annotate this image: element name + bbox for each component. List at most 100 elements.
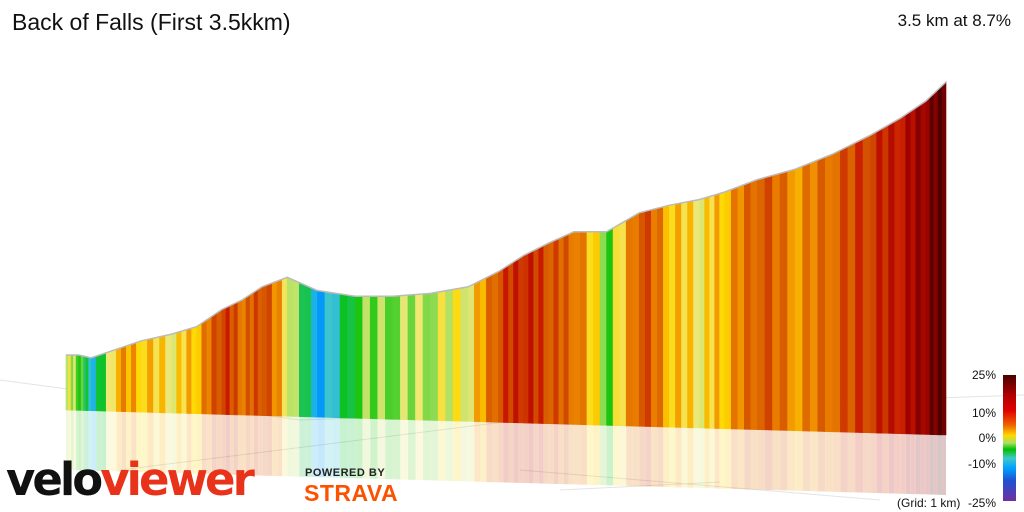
reflection-segment xyxy=(731,428,738,490)
gradient-segment xyxy=(253,288,259,416)
reflection-segment xyxy=(699,428,705,489)
strava-logo[interactable]: STRAVA xyxy=(304,480,399,506)
gradient-segment xyxy=(513,258,519,424)
gradient-segment xyxy=(75,354,79,411)
reflection-segment xyxy=(347,418,356,479)
gradient-segment xyxy=(548,240,555,425)
reflection-segment xyxy=(81,410,84,471)
gradient-segment xyxy=(347,294,356,419)
gradient-segment xyxy=(693,199,700,429)
gradient-segment xyxy=(115,347,122,412)
gradient-segment xyxy=(657,206,664,428)
gradient-segment xyxy=(317,290,326,418)
gradient-segment xyxy=(920,100,927,435)
veloviewer-logo[interactable]: veloviewer xyxy=(6,452,255,508)
gradient-segment xyxy=(126,343,132,413)
gradient-segment xyxy=(900,114,907,435)
gradient-segment xyxy=(131,342,137,413)
reflection-segment xyxy=(757,429,765,490)
legend-label-10: 10% xyxy=(971,406,996,420)
gradient-segment xyxy=(910,107,917,435)
gradient-segment xyxy=(533,247,539,424)
gradient-segment xyxy=(553,238,560,425)
reflection-segment xyxy=(518,422,524,483)
reflection-segment xyxy=(423,420,431,481)
reflection-segment xyxy=(915,434,921,495)
reflection-segment xyxy=(78,410,82,471)
gradient-segment xyxy=(233,301,239,416)
reflection-segment xyxy=(553,423,559,484)
reflection-segment xyxy=(508,422,514,483)
gradient-segment xyxy=(257,286,263,416)
gradient-segment xyxy=(392,295,401,420)
reflection-segment xyxy=(126,411,132,472)
gradient-segment xyxy=(385,295,394,420)
gradient-segment xyxy=(196,322,203,415)
reflection-segment xyxy=(186,413,192,474)
reflection-segment xyxy=(147,412,154,473)
gradient-segment xyxy=(249,291,255,416)
reflection-segment xyxy=(563,424,569,485)
gradient-segment xyxy=(83,355,87,411)
gradient-segment xyxy=(492,271,499,423)
gradient-segment xyxy=(619,219,627,427)
reflection-segment xyxy=(714,428,720,489)
gradient-colorbar xyxy=(1003,375,1016,501)
reflection-segment xyxy=(250,415,255,476)
gradient-segment xyxy=(159,335,166,414)
reflection-segment xyxy=(474,421,481,482)
reflection-segment xyxy=(68,410,72,471)
reflection-segment xyxy=(568,424,574,485)
reflection-segment xyxy=(626,425,633,487)
reflection-segment xyxy=(453,421,461,482)
reflection-segment xyxy=(929,434,934,495)
reflection-segment xyxy=(719,428,725,489)
gradient-segment xyxy=(941,81,947,436)
reflection-segment xyxy=(400,419,408,480)
reflection-segment xyxy=(385,419,393,480)
reflection-segment xyxy=(669,427,676,488)
gradient-segment xyxy=(498,267,504,423)
reflection-segment xyxy=(225,414,230,475)
gradient-segment xyxy=(229,303,235,416)
gradient-segment xyxy=(719,191,726,430)
reflection-segment xyxy=(513,422,519,483)
legend-label-25: 25% xyxy=(971,368,996,382)
reflection-segment xyxy=(639,426,646,487)
gradient-segment xyxy=(305,284,312,418)
reflection-segment xyxy=(176,413,182,474)
reflection-segment xyxy=(704,428,710,489)
gradient-segment xyxy=(669,203,676,428)
reflection-segment xyxy=(377,418,386,480)
gradient-segment xyxy=(870,131,877,434)
reflection-segment xyxy=(543,423,549,484)
reflection-segment xyxy=(480,421,487,482)
reflection-segment xyxy=(744,429,751,490)
reflection-segment xyxy=(221,414,226,475)
gradient-segment xyxy=(467,283,475,422)
reflection-segment xyxy=(71,410,74,471)
logo-viewer: viewer xyxy=(100,453,255,506)
gradient-segment xyxy=(888,120,896,434)
reflection-segment xyxy=(863,432,871,493)
reflection-segment xyxy=(277,416,283,477)
gradient-segment xyxy=(558,235,565,425)
reflection-segment xyxy=(415,419,424,481)
reflection-segment xyxy=(737,429,745,490)
gradient-segment xyxy=(266,282,273,417)
reflection-segment xyxy=(941,434,946,495)
gradient-segment xyxy=(876,127,883,434)
reflection-segment xyxy=(687,427,694,488)
gradient-segment xyxy=(825,153,834,433)
gradient-segment xyxy=(445,289,454,422)
gradient-segment xyxy=(580,231,588,426)
reflection-segment xyxy=(305,416,312,477)
reflection-segment xyxy=(91,410,97,471)
gradient-segment xyxy=(90,355,97,412)
gradient-segment xyxy=(632,212,640,427)
legend-label-neg10: -10% xyxy=(967,457,996,471)
gradient-segment xyxy=(794,165,803,432)
grid-line xyxy=(519,469,881,501)
gradient-segment xyxy=(153,336,160,413)
